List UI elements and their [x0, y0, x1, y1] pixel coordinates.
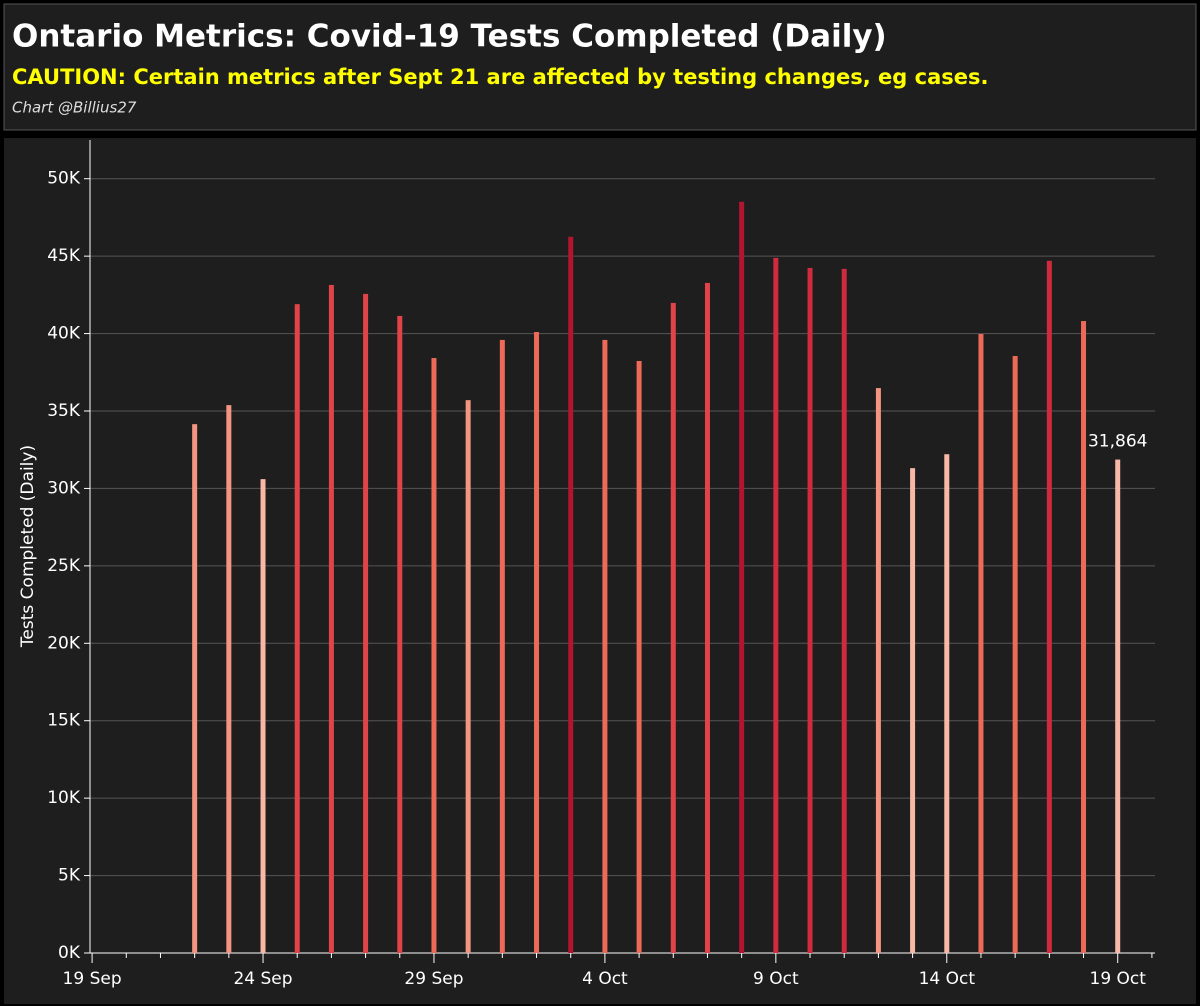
bar — [1012, 356, 1018, 953]
header-panel — [3, 3, 1197, 131]
y-axis-label: Tests Completed (Daily) — [18, 445, 38, 648]
bar — [226, 405, 232, 953]
bar — [328, 284, 334, 953]
bar — [1081, 321, 1087, 953]
bar — [944, 454, 950, 953]
bar — [1046, 260, 1052, 953]
bar — [397, 315, 403, 953]
y-tick-label: 5K — [58, 866, 81, 886]
x-tick-label: 19 Oct — [1090, 969, 1147, 989]
bar — [704, 282, 710, 954]
bar — [568, 236, 574, 954]
bar — [807, 267, 813, 953]
y-tick-label: 25K — [47, 556, 81, 576]
bar — [773, 257, 779, 953]
credit: Chart @Billius27 — [12, 99, 137, 117]
bar — [1115, 459, 1121, 953]
bar — [294, 304, 300, 953]
bar — [636, 360, 642, 953]
bar — [978, 334, 984, 953]
y-tick-label: 40K — [47, 324, 81, 344]
y-tick-label: 35K — [47, 401, 81, 421]
y-tick-label: 15K — [47, 711, 81, 731]
bar — [875, 388, 881, 953]
x-tick-label: 9 Oct — [753, 969, 799, 989]
x-tick-label: 24 Sep — [233, 969, 292, 989]
bar — [465, 400, 471, 953]
y-tick-label: 10K — [47, 788, 81, 808]
bar — [602, 339, 608, 954]
bar — [363, 293, 369, 954]
bar — [499, 339, 505, 954]
bar — [192, 424, 198, 954]
caution: CAUTION: Certain metrics after Sept 21 a… — [12, 65, 988, 89]
x-tick-label: 29 Sep — [404, 969, 463, 989]
bar — [739, 201, 745, 954]
bar — [841, 268, 847, 953]
y-tick-label: 50K — [47, 169, 81, 189]
bar — [534, 332, 540, 954]
x-tick-label: 4 Oct — [582, 969, 628, 989]
bar — [260, 479, 266, 953]
x-tick-label: 19 Sep — [63, 969, 122, 989]
value-label: 31,864 — [1088, 432, 1147, 452]
y-tick-label: 20K — [47, 633, 81, 653]
y-tick-label: 45K — [47, 246, 81, 266]
plot-panel — [4, 138, 1196, 1004]
bar — [910, 468, 916, 953]
chart-title: Ontario Metrics: Covid-19 Tests Complete… — [12, 19, 887, 55]
x-tick-label: 14 Oct — [919, 969, 976, 989]
bar — [670, 302, 676, 953]
bar — [431, 358, 437, 954]
y-tick-label: 30K — [47, 478, 81, 498]
y-tick-label: 0K — [58, 943, 81, 963]
